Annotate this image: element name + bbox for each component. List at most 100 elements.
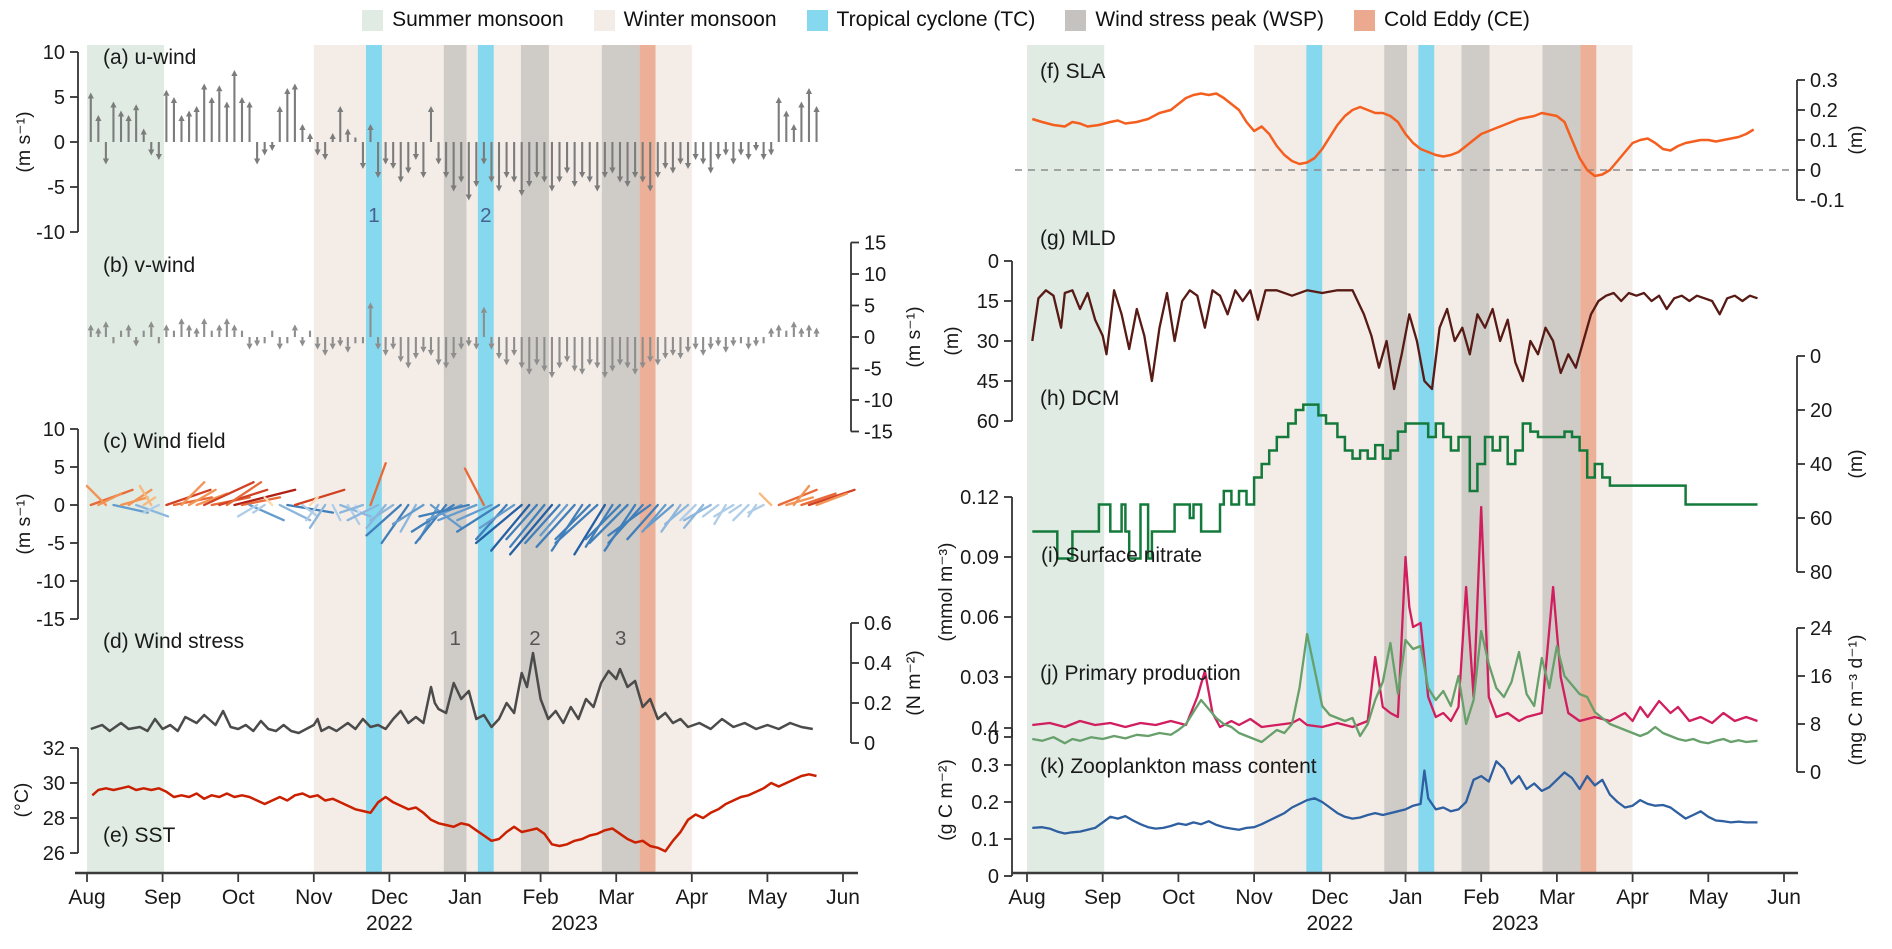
x-tick-label-year: 2023 [1492, 912, 1539, 935]
wind-vector [554, 503, 599, 545]
wind-stick-arrowhead [178, 318, 185, 325]
wind-stick-arrowhead [768, 327, 775, 334]
wind-stick-arrowhead [609, 167, 616, 174]
wind-vector [588, 503, 629, 545]
panel-e-sst [91, 773, 817, 853]
y-axis-unit-label: (g C m⁻²) [935, 759, 957, 841]
wind-stick-arrowhead [367, 302, 374, 309]
wind-stick-arrowhead [639, 362, 646, 369]
wind-stick-arrowhead [647, 356, 654, 363]
wind-stick-arrowhead [813, 327, 820, 334]
wind-stick-arrowhead [601, 371, 608, 378]
wind-stick-arrowhead [435, 359, 442, 366]
wind-stick-arrowhead [223, 318, 230, 325]
wind-stick-arrowhead [231, 70, 238, 76]
wind-stick-arrowhead [586, 176, 593, 183]
wind-vector [172, 496, 214, 507]
wind-stick-arrowhead [133, 340, 140, 347]
wind-vector [474, 503, 523, 545]
wind-vector [584, 503, 622, 541]
wind-vector [645, 503, 675, 529]
wind-stick-arrowhead [390, 343, 397, 350]
wind-vector [338, 503, 365, 514]
wind-vector [346, 503, 380, 522]
x-tick-label-month: Mar [598, 886, 634, 909]
wind-stick-arrowhead [306, 133, 314, 139]
y-axis-zooplankton: 0.4 0.3 0.2 0.1 0 (g C m⁻²) (k) Zooplankton ma… [935, 718, 1317, 888]
wind-stick-arrowhead [511, 349, 518, 356]
wind-stick-arrowhead [707, 167, 714, 174]
panel-title-primary-production: (j) Primary production [1040, 662, 1241, 685]
wind-vector [792, 484, 811, 507]
x-tick-label-month: Feb [523, 886, 559, 909]
wind-vector [187, 488, 217, 507]
y-axis-unit-label: (mmol m⁻³) [935, 542, 957, 641]
wind-stick-arrowhead [133, 104, 140, 111]
y-tick-label: 8 [1810, 714, 1821, 736]
wind-stick-arrowhead [563, 356, 571, 363]
wind-stick-arrowhead [594, 362, 601, 369]
wind-stick-arrowhead [684, 163, 692, 169]
wind-stick-arrowhead [231, 324, 238, 331]
wind-stick-arrowhead [254, 340, 261, 347]
wind-stick-arrowhead [715, 154, 722, 160]
x-tick-label-month: Nov [1235, 886, 1273, 909]
event-number-labels: 1 2 1 2 3 [368, 204, 626, 650]
wind-vector [339, 503, 372, 518]
wind-stick-arrowhead [775, 324, 782, 331]
y-tick-label: -5 [47, 533, 65, 555]
band-summer-monsoon [1027, 45, 1105, 873]
wind-stick-arrowhead [488, 176, 495, 183]
x-tick-label-month: Sep [1084, 886, 1121, 909]
wind-stick-arrowhead [329, 343, 336, 350]
wind-stick-arrowhead [503, 172, 510, 178]
y-tick-label: 0.2 [1810, 100, 1838, 122]
band-summer-monsoon [87, 45, 165, 873]
y-tick-label: -5 [864, 359, 882, 381]
y-tick-label: 0.6 [864, 613, 892, 635]
wind-stick-arrowhead [95, 115, 102, 121]
y-tick-label: 0 [1810, 346, 1821, 368]
legend-item-cold-eddy: Cold Eddy (CE) [1354, 8, 1530, 32]
wind-stick-arrowhead [420, 172, 427, 178]
wind-stick-arrowhead [216, 85, 223, 92]
wind-stick-arrowhead [790, 124, 797, 130]
y-tick-label: 10 [43, 42, 65, 64]
wsp-number-label: 2 [529, 627, 540, 650]
y-axis-surface-nitrate: 0.12 0.09 0.06 0.03 0 (mmol m⁻³) (i) Surface n… [935, 487, 1202, 749]
mld-line [1031, 289, 1758, 391]
wind-stick-arrowhead [503, 359, 510, 366]
wind-stick-arrowhead [261, 149, 268, 156]
wind-stick-arrowhead [397, 356, 404, 363]
wind-stick-arrowhead [344, 128, 351, 135]
wind-stick-arrowhead [397, 176, 404, 183]
y-axis-v-wind: 15 10 5 0 -5 -10 -15 (m s⁻¹) (b) v-wind [103, 233, 925, 444]
wind-stick-arrowhead [458, 343, 465, 350]
legend-item-tropical-cyclone: Tropical cyclone (TC) [806, 8, 1035, 32]
y-tick-label: 0 [1810, 762, 1821, 784]
wind-stick-arrowhead [473, 181, 480, 187]
wind-vector [800, 492, 837, 507]
wind-stick-arrowhead [654, 359, 661, 366]
wind-stick-arrowhead [223, 101, 230, 108]
wind-stick-arrowhead [556, 176, 563, 183]
wind-stick-arrowhead [405, 362, 412, 369]
band-wind-stress-peak [443, 45, 467, 873]
x-tick-label-month: May [748, 886, 788, 909]
wind-stick-arrowhead [480, 306, 487, 313]
wind-vector [785, 496, 815, 507]
wind-stick-arrowhead [95, 327, 102, 334]
wind-stick-arrowhead [163, 89, 170, 96]
wind-stick-arrowhead [511, 176, 518, 183]
y-tick-label: 0.1 [1810, 130, 1838, 152]
y-tick-label: -10 [864, 390, 893, 412]
y-tick-label: 5 [54, 457, 65, 479]
x-tick-label-month: Mar [1539, 886, 1575, 909]
wind-stick-arrowhead [639, 176, 646, 183]
wind-vector [679, 503, 697, 522]
y-tick-label: 24 [1810, 618, 1832, 640]
wind-stick-arrowhead [571, 181, 578, 187]
y-tick-label: 30 [977, 331, 999, 353]
panel-title-wind-field: (c) Wind field [103, 430, 226, 453]
wind-stick-arrowhead [752, 340, 760, 347]
